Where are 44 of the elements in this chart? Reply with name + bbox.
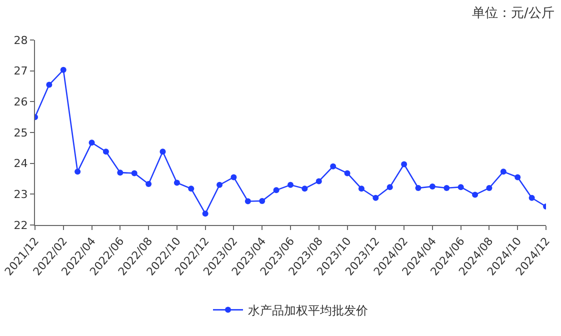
y-tick-label: 26 — [14, 96, 28, 109]
y-tick-label: 22 — [14, 218, 28, 232]
point — [188, 186, 194, 192]
point — [458, 184, 464, 190]
point — [528, 194, 535, 201]
y-tick-label: 28 — [14, 34, 28, 47]
point — [514, 174, 521, 180]
point — [244, 198, 251, 204]
point — [102, 148, 109, 155]
point — [74, 168, 81, 175]
point — [429, 183, 436, 190]
point — [358, 186, 364, 192]
point — [386, 184, 393, 190]
point — [202, 210, 208, 217]
point — [330, 163, 336, 170]
legend-label: 水产品加权平均批发价 — [248, 303, 368, 318]
point — [216, 182, 223, 188]
point — [60, 66, 66, 73]
point — [230, 174, 237, 180]
point — [372, 194, 379, 201]
y-tick-label: 25 — [14, 126, 28, 140]
point — [46, 82, 52, 88]
point — [146, 180, 152, 187]
point — [415, 185, 422, 191]
point — [500, 168, 506, 175]
point — [472, 192, 478, 198]
point — [486, 185, 492, 191]
point — [88, 140, 95, 146]
point — [444, 185, 450, 191]
y-tick-label: 24 — [14, 157, 28, 170]
text: 单位：元/公斤 — [472, 6, 554, 21]
point — [344, 170, 350, 176]
point — [117, 170, 124, 176]
point — [131, 170, 138, 176]
point — [160, 148, 166, 155]
point — [174, 180, 180, 186]
point — [288, 182, 294, 188]
point — [273, 187, 280, 194]
point — [316, 178, 322, 184]
point — [302, 186, 308, 192]
point — [401, 161, 408, 168]
point — [259, 198, 266, 204]
y-tick-label: 27 — [14, 64, 28, 78]
y-tick-label: 23 — [14, 188, 28, 202]
